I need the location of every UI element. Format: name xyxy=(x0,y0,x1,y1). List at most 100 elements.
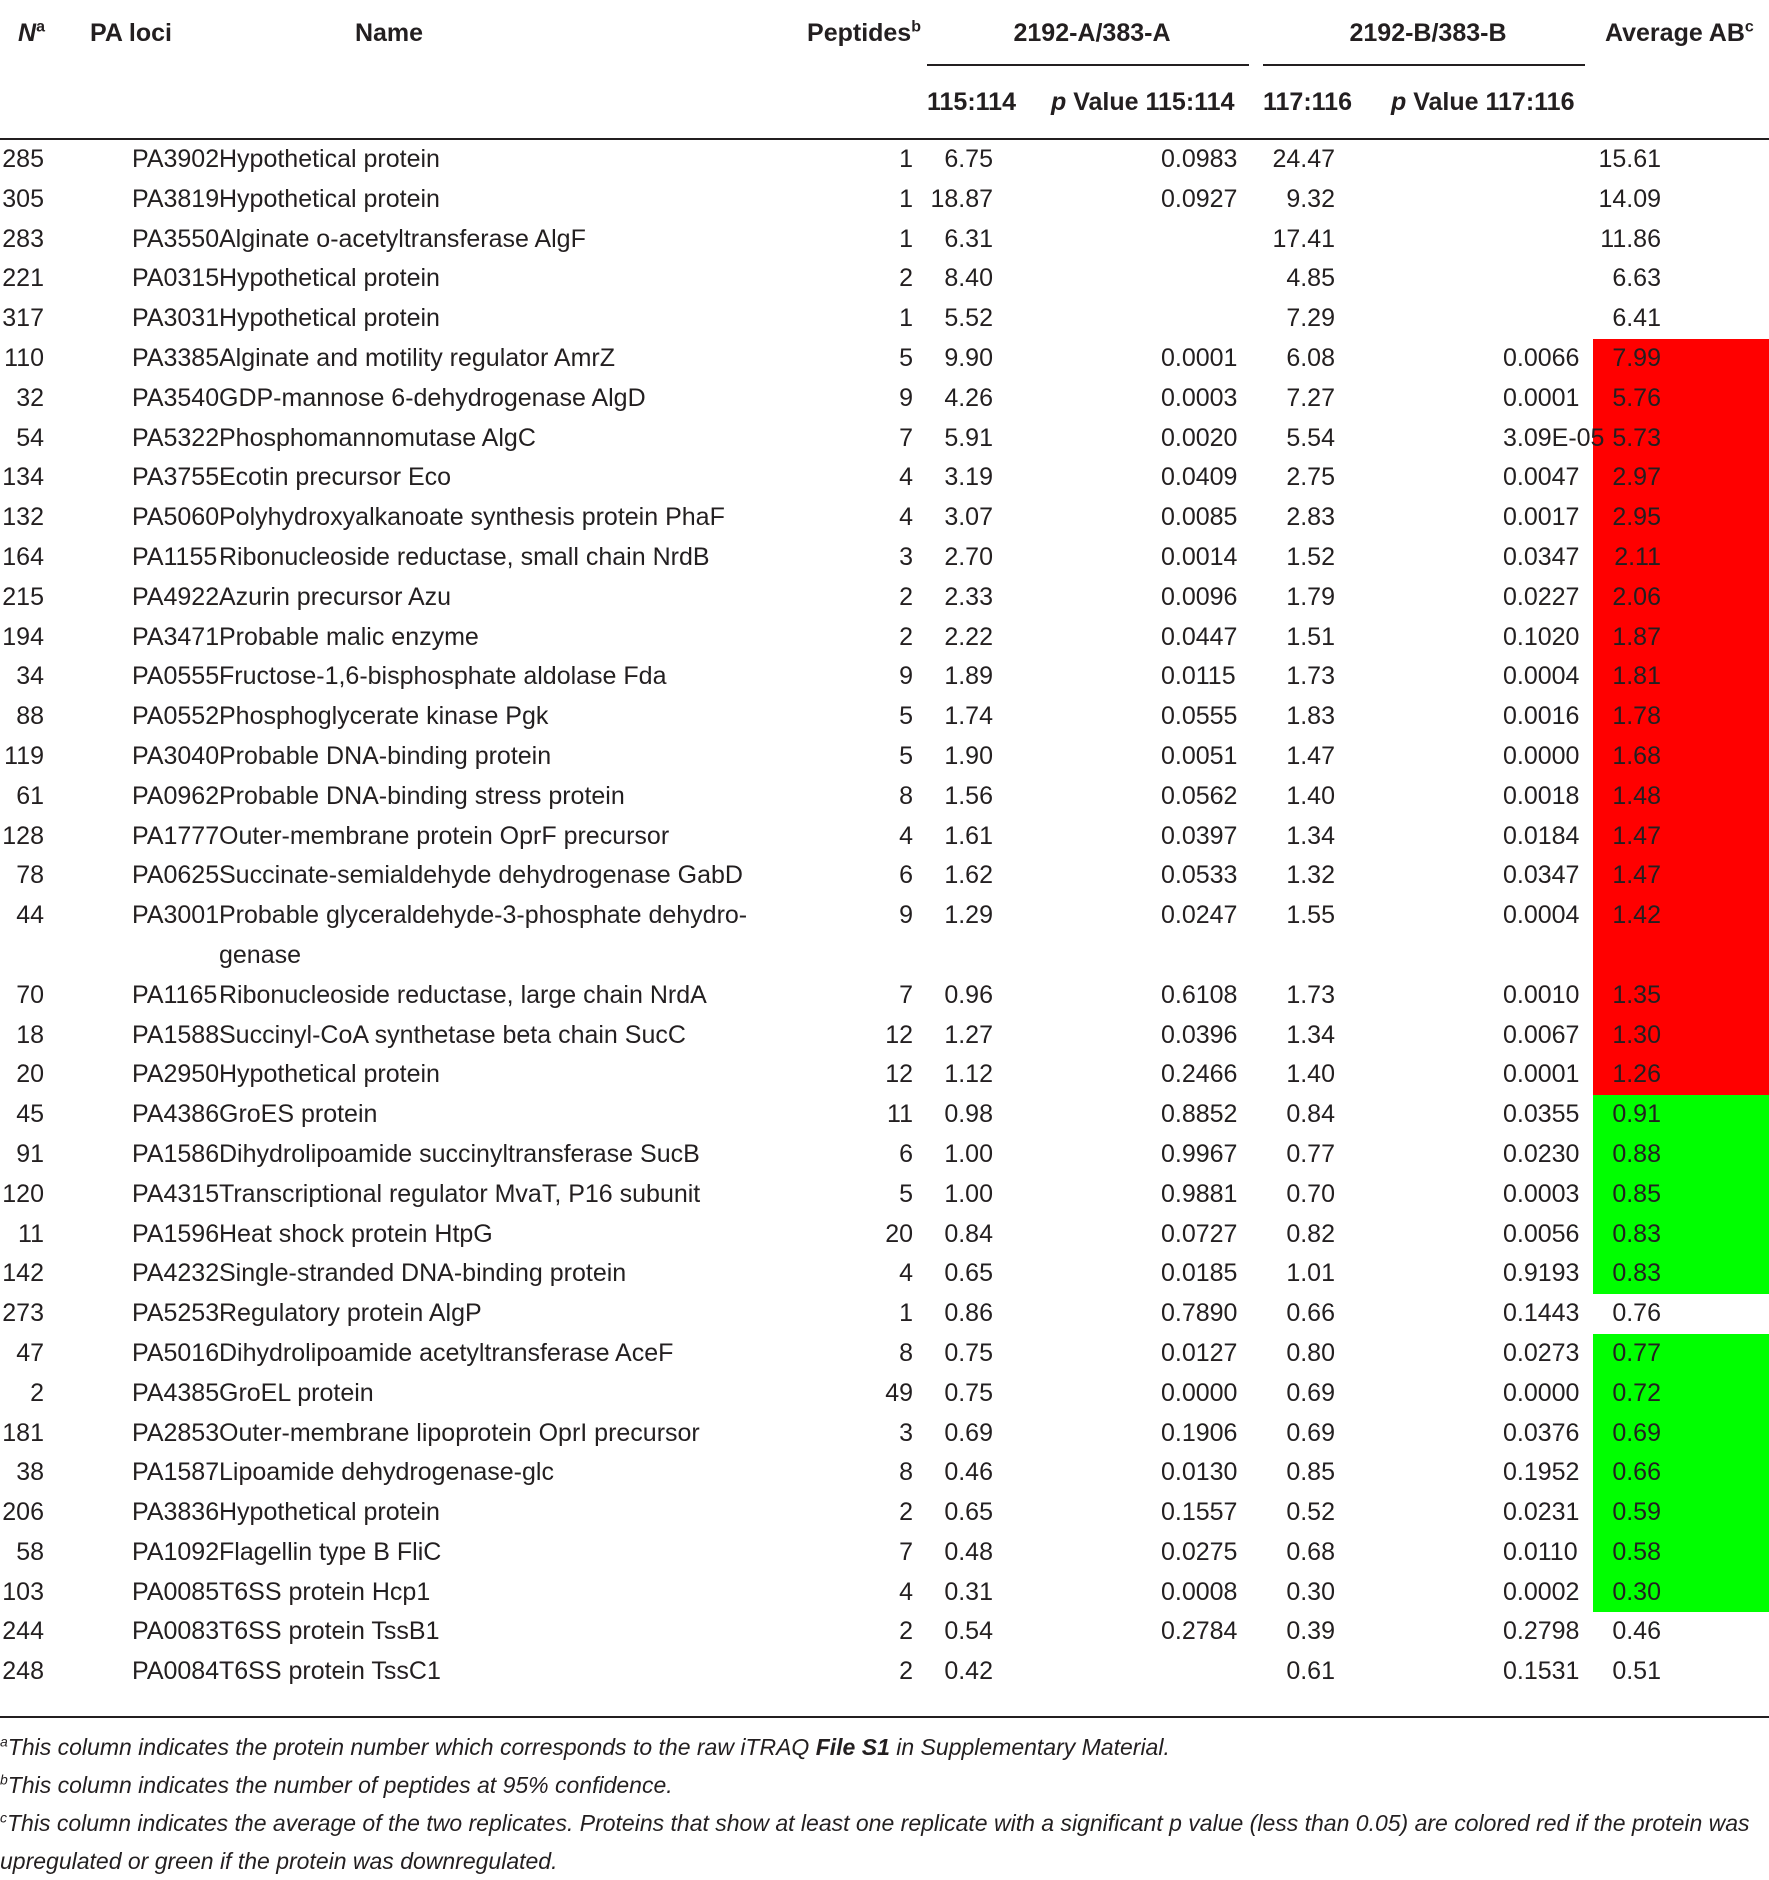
cell-pa-loci: PA1155 xyxy=(132,542,218,571)
cell-n: 248 xyxy=(2,1657,44,1686)
table-row: 134 PA3755 Ecotin precursor Eco 4 3.19 0.0409… xyxy=(0,458,1769,499)
cell-average-ab: 6.63 xyxy=(1612,264,1661,293)
cell-pa-loci: PA3001 xyxy=(132,901,220,930)
cell-name: Hypothetical protein xyxy=(219,264,440,293)
cell-pa-loci: PA3385 xyxy=(132,343,220,372)
cell-peptides: 8 xyxy=(899,781,913,810)
cell-ratio-117-116: 0.68 xyxy=(1286,1537,1335,1566)
cell-pvalue-117-116: 0.0016 xyxy=(1503,702,1580,731)
header-name: Name xyxy=(354,18,424,47)
cell-peptides: 8 xyxy=(899,1458,913,1487)
cell-pvalue-117-116: 0.0002 xyxy=(1503,1577,1580,1606)
cell-ratio-115-114: 5.91 xyxy=(944,423,993,452)
cell-name: T6SS protein TssC1 xyxy=(219,1657,441,1686)
table-row: 38 PA1587 Lipoamide dehydrogenase-glc 8 0.46… xyxy=(0,1453,1769,1494)
cell-pa-loci: PA1165 xyxy=(132,980,218,1009)
table-row: 45 PA4386 GroES protein 11 0.98 0.8852 0.84 0.0… xyxy=(0,1095,1769,1135)
cell-ratio-115-114: 1.74 xyxy=(944,702,993,731)
cell-pvalue-115-114: 0.1906 xyxy=(1161,1418,1238,1447)
cell-peptides: 8 xyxy=(899,1338,913,1367)
table-row: 119 PA3040 Probable DNA-binding protein 5 1.… xyxy=(0,736,1769,777)
cell-peptides: 1 xyxy=(899,1299,913,1328)
cell-peptides: 4 xyxy=(899,503,913,532)
cell-ratio-117-116: 1.40 xyxy=(1286,1060,1335,1089)
cell-pa-loci: PA3040 xyxy=(132,741,220,770)
cell-ratio-117-116: 5.54 xyxy=(1286,423,1335,452)
cell-ratio-115-114: 0.86 xyxy=(944,1299,993,1328)
cell-pvalue-117-116: 0.0347 xyxy=(1503,542,1580,571)
cell-peptides: 6 xyxy=(899,1139,913,1168)
cell-peptides: 2 xyxy=(899,622,913,651)
cell-n: 45 xyxy=(16,1100,44,1129)
cell-name: Azurin precursor Azu xyxy=(219,582,452,611)
cell-name: Probable DNA-binding stress protein xyxy=(219,781,625,810)
cell-average-ab: 5.73 xyxy=(1593,418,1769,459)
cell-ratio-117-116: 4.85 xyxy=(1286,264,1335,293)
cell-n: 317 xyxy=(2,304,44,333)
cell-average-ab: 2.11 xyxy=(1593,537,1769,578)
cell-name: Hypothetical protein xyxy=(219,184,440,213)
cell-average-ab: 0.76 xyxy=(1612,1299,1661,1328)
cell-pvalue-115-114: 0.0247 xyxy=(1161,901,1238,930)
cell-pvalue-115-114: 0.0096 xyxy=(1161,582,1238,611)
cell-pvalue-115-114 xyxy=(1041,259,1263,299)
cell-average-ab: 0.69 xyxy=(1593,1413,1769,1454)
cell-n: 305 xyxy=(2,184,44,213)
table-row: 32 PA3540 GDP-mannose 6-dehydrogenase AlgD… xyxy=(0,378,1769,419)
cell-pvalue-115-114 xyxy=(1041,299,1263,339)
table-row: 283 PA3550 Alginate o-acetyltransferase Al… xyxy=(0,220,1769,260)
data-table-container: Na PA loci Name Peptidesb 2192-A/383-A 2… xyxy=(0,18,1769,1692)
cell-n: 20 xyxy=(16,1060,44,1089)
table-row: 44 PA3001 Probable glyceraldehyde-3-phosph… xyxy=(0,896,1769,976)
cell-ratio-117-116: 0.30 xyxy=(1286,1577,1335,1606)
cell-pvalue-117-116: 0.0347 xyxy=(1503,861,1580,890)
table-row: 11 PA1596 Heat shock protein HtpG 20 0.84 0.0… xyxy=(0,1214,1769,1255)
cell-pa-loci: PA0083 xyxy=(132,1617,220,1646)
cell-ratio-115-114: 6.31 xyxy=(944,224,993,253)
table-row: 248 PA0084 T6SS protein TssC1 2 0.42 0.61 0.15… xyxy=(0,1652,1769,1692)
cell-peptides: 1 xyxy=(899,184,913,213)
table-row: 221 PA0315 Hypothetical protein 2 8.40 4.85 6.… xyxy=(0,259,1769,299)
cell-pvalue-115-114: 0.0185 xyxy=(1161,1259,1238,1288)
cell-n: 38 xyxy=(16,1458,44,1487)
cell-ratio-115-114: 9.90 xyxy=(944,343,993,372)
cell-pvalue-117-116: 0.1020 xyxy=(1503,622,1580,651)
cell-n: 61 xyxy=(16,781,44,810)
table-row: 54 PA5322 Phosphomannomutase AlgC 7 5.91 0.00… xyxy=(0,418,1769,459)
cell-pa-loci: PA0315 xyxy=(132,264,220,293)
cell-peptides: 49 xyxy=(885,1378,913,1407)
cell-peptides: 2 xyxy=(899,582,913,611)
cell-peptides: 3 xyxy=(899,1418,913,1447)
cell-pvalue-115-114: 0.0008 xyxy=(1161,1577,1238,1606)
cell-name: Outer-membrane protein OprF precursor xyxy=(219,821,670,850)
cell-name: Succinate-semialdehyde dehydrogenase Gab… xyxy=(219,861,743,890)
cell-peptides: 4 xyxy=(899,463,913,492)
cell-pvalue-115-114: 0.0727 xyxy=(1161,1219,1238,1248)
cell-ratio-115-114: 3.07 xyxy=(944,503,993,532)
cell-ratio-115-114: 0.65 xyxy=(944,1498,993,1527)
cell-pa-loci: PA4232 xyxy=(132,1259,220,1288)
cell-peptides: 5 xyxy=(899,741,913,770)
proteomics-table: Na PA loci Name Peptidesb 2192-A/383-A 2… xyxy=(0,18,1769,1692)
cell-average-ab: 0.66 xyxy=(1593,1453,1769,1494)
cell-average-ab: 1.42 xyxy=(1593,896,1769,976)
cell-ratio-117-116: 0.66 xyxy=(1286,1299,1335,1328)
cell-ratio-117-116: 0.70 xyxy=(1286,1179,1335,1208)
cell-name: Heat shock protein HtpG xyxy=(219,1219,493,1248)
cell-ratio-115-114: 2.22 xyxy=(944,622,993,651)
cell-pvalue-117-116: 0.1531 xyxy=(1503,1657,1580,1686)
footnote-b: bThis column indicates the number of pep… xyxy=(0,1771,673,1798)
cell-ratio-117-116: 0.52 xyxy=(1286,1498,1335,1527)
cell-name: GroEL protein xyxy=(219,1378,374,1407)
cell-ratio-115-114: 1.00 xyxy=(944,1179,993,1208)
cell-pa-loci: PA1587 xyxy=(132,1458,220,1487)
table-row: 103 PA0085 T6SS protein Hcp1 4 0.31 0.0008 0.3… xyxy=(0,1572,1769,1613)
table-row: 181 PA2853 Outer-membrane lipoprotein OprI… xyxy=(0,1413,1769,1454)
cell-ratio-115-114: 0.31 xyxy=(944,1577,993,1606)
cell-pvalue-117-116: 0.0056 xyxy=(1503,1219,1580,1248)
cell-average-ab: 1.47 xyxy=(1593,856,1769,897)
cell-ratio-117-116: 1.55 xyxy=(1286,901,1335,930)
cell-average-ab: 0.77 xyxy=(1593,1333,1769,1374)
cell-ratio-115-114: 4.26 xyxy=(944,383,993,412)
cell-ratio-115-114: 1.89 xyxy=(944,662,993,691)
